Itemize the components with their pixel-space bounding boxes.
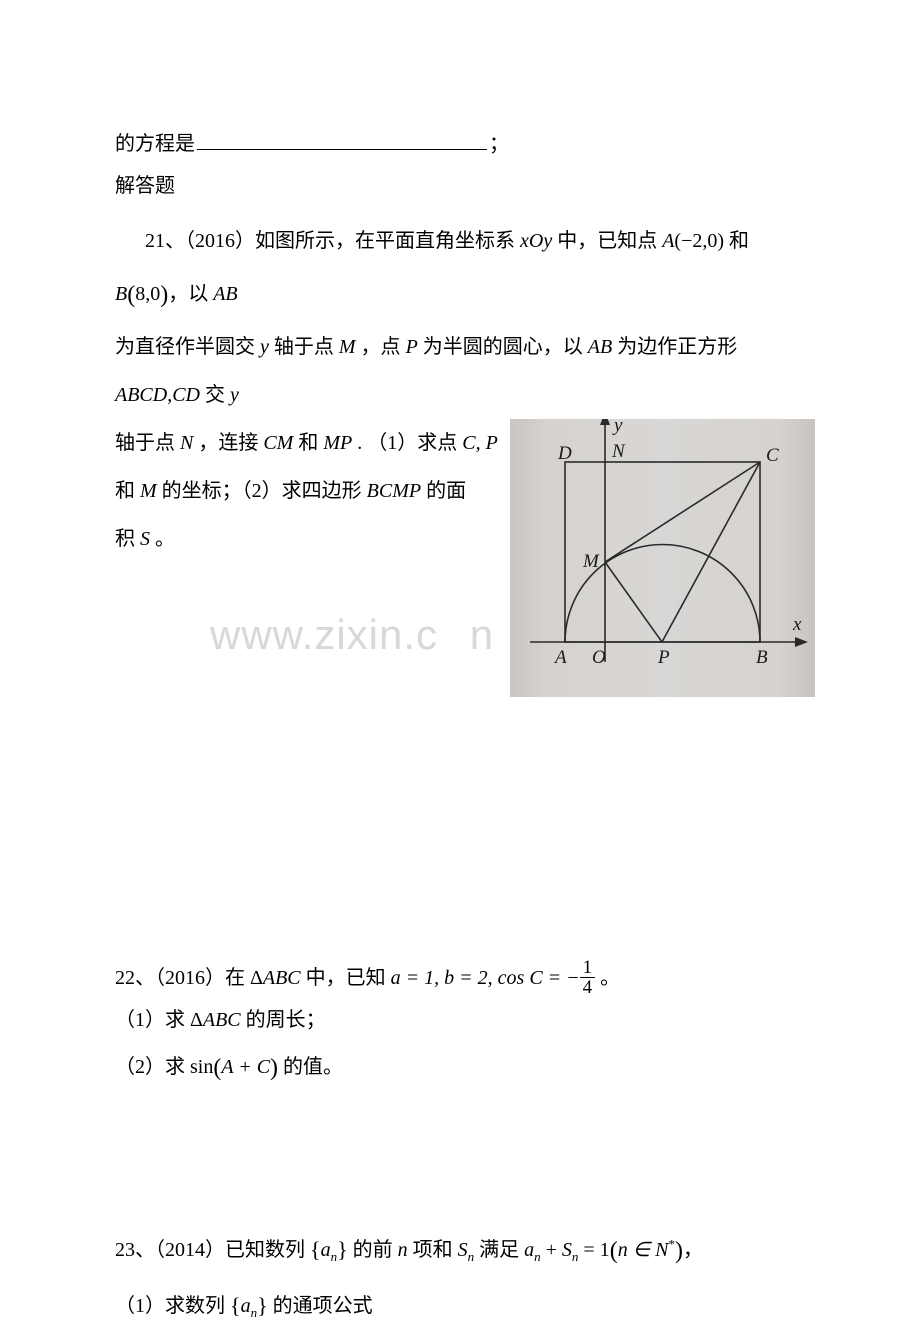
q22-p1a: （1）求 bbox=[115, 1009, 190, 1031]
label-P: P bbox=[657, 647, 670, 668]
eq: a = 1, b = 2, cos C = − bbox=[391, 967, 580, 989]
label-O: O bbox=[592, 647, 606, 668]
B: B bbox=[115, 283, 127, 305]
q22-year: （2016） bbox=[155, 967, 225, 989]
in: n ∈ N bbox=[618, 1239, 669, 1261]
question-22: 22、（2016）在 ΔABC 中，已知 a = 1, b = 2, cos C… bbox=[115, 957, 815, 1091]
frac-num: 1 bbox=[580, 958, 596, 978]
P: P bbox=[406, 336, 418, 358]
header-prefix: 的方程是 bbox=[115, 133, 195, 155]
q21-t12: 和 bbox=[293, 432, 323, 454]
label-C: C bbox=[766, 445, 779, 466]
eq1: = 1 bbox=[578, 1239, 609, 1261]
q22-p2b: 的值。 bbox=[278, 1056, 343, 1078]
question-21: 21、（2016）如图所示，在平面直角坐标系 xOy 中，已知点 A(−2,0)… bbox=[115, 217, 815, 697]
header-line: 的方程是 ； bbox=[115, 125, 815, 163]
AB: AB bbox=[213, 283, 237, 305]
q21-t13: . （1）求点 bbox=[352, 432, 462, 454]
and2: 和 bbox=[115, 480, 140, 502]
q23-t1: 已知数列 bbox=[225, 1239, 310, 1261]
q21-year: （2016） bbox=[185, 230, 255, 252]
q23-p1a: （1）求数列 bbox=[115, 1295, 230, 1317]
q21-t9: 交 bbox=[200, 384, 230, 406]
y2: y bbox=[230, 384, 239, 406]
label-y: y bbox=[612, 419, 623, 436]
q21-t7: 为半圆的圆心，以 bbox=[418, 336, 588, 358]
section-label: 解答题 bbox=[115, 167, 815, 205]
q21-t2: 中，已知点 bbox=[552, 230, 662, 252]
q21-t15: 的面 bbox=[421, 480, 466, 502]
MP: MP bbox=[323, 432, 352, 454]
ABCD: ABCD bbox=[115, 384, 167, 406]
q23-t3: 项和 bbox=[408, 1239, 458, 1261]
q22-t1: 在 bbox=[225, 967, 250, 989]
label-x: x bbox=[792, 614, 802, 635]
Sn2: S bbox=[562, 1239, 572, 1261]
q23-p1b: 的通项公式 bbox=[268, 1295, 373, 1317]
q21-number: 21、 bbox=[145, 230, 185, 252]
an2: a bbox=[524, 1239, 534, 1261]
plus: + bbox=[541, 1239, 562, 1261]
n: n bbox=[398, 1239, 408, 1261]
q23-t5: ， bbox=[683, 1239, 703, 1261]
Apt: (−2,0) bbox=[674, 230, 724, 252]
q22-end: 。 bbox=[595, 967, 620, 989]
q22-number: 22、 bbox=[115, 967, 155, 989]
q21-t10: 轴于点 bbox=[115, 432, 180, 454]
q23-t2: 的前 bbox=[348, 1239, 398, 1261]
AB2: AB bbox=[588, 336, 612, 358]
q21-t16: 积 bbox=[115, 528, 140, 550]
q21-t17: 。 bbox=[150, 528, 175, 550]
N: N bbox=[180, 432, 193, 454]
blank-underline bbox=[197, 128, 487, 150]
CM: CM bbox=[263, 432, 293, 454]
star: * bbox=[668, 1236, 675, 1251]
an: a bbox=[321, 1239, 331, 1261]
q21-t1: 如图所示，在平面直角坐标系 bbox=[255, 230, 520, 252]
delta: Δ bbox=[250, 967, 263, 989]
S: S bbox=[140, 528, 150, 550]
q22-p2a: （2）求 bbox=[115, 1056, 190, 1078]
BCMP: BCMP bbox=[367, 480, 421, 502]
delta2: Δ bbox=[190, 1009, 203, 1031]
M2: M bbox=[140, 480, 157, 502]
header-suffix: ； bbox=[489, 133, 509, 155]
an3: a bbox=[241, 1295, 251, 1317]
A: A bbox=[662, 230, 674, 252]
sin: sin bbox=[190, 1056, 213, 1078]
label-M: M bbox=[582, 551, 600, 572]
q21-t11: ，连接 bbox=[193, 432, 263, 454]
y: y bbox=[260, 336, 269, 358]
ABC: ABC bbox=[263, 967, 301, 989]
Sn: S bbox=[458, 1239, 468, 1261]
q22-t2: 中，已知 bbox=[301, 967, 391, 989]
geometry-diagram: y x D N C M A O P B bbox=[510, 419, 815, 697]
question-23: 23、（2014）已知数列 {an} 的前 n 项和 Sn 满足 an + Sn… bbox=[115, 1221, 815, 1331]
q21-t8: 为边作正方形 bbox=[612, 336, 737, 358]
q21-t4: 为直径作半圆交 bbox=[115, 336, 260, 358]
Bpt: 8,0 bbox=[135, 283, 160, 305]
ABC2: ABC bbox=[203, 1009, 241, 1031]
q21-t3: ，以 bbox=[168, 283, 213, 305]
q21-t6: ，点 bbox=[356, 336, 406, 358]
label-B: B bbox=[756, 647, 768, 668]
label-N: N bbox=[611, 441, 626, 462]
q23-t4: 满足 bbox=[474, 1239, 524, 1261]
q21-t14: 的坐标；（2）求四边形 bbox=[157, 480, 367, 502]
and1: 和 bbox=[724, 230, 749, 252]
CPM: C, P bbox=[462, 432, 498, 454]
xoy: xOy bbox=[520, 230, 552, 252]
fraction: 14 bbox=[580, 958, 596, 997]
CD: CD bbox=[172, 384, 200, 406]
M: M bbox=[339, 336, 356, 358]
label-D: D bbox=[557, 443, 572, 464]
label-A: A bbox=[553, 647, 567, 668]
q23-year: （2014） bbox=[155, 1239, 225, 1261]
q21-t5: 轴于点 bbox=[269, 336, 339, 358]
AplusC: A + C bbox=[221, 1056, 270, 1078]
frac-den: 4 bbox=[580, 978, 596, 997]
q23-number: 23、 bbox=[115, 1239, 155, 1261]
q22-p1b: 的周长； bbox=[241, 1009, 326, 1031]
